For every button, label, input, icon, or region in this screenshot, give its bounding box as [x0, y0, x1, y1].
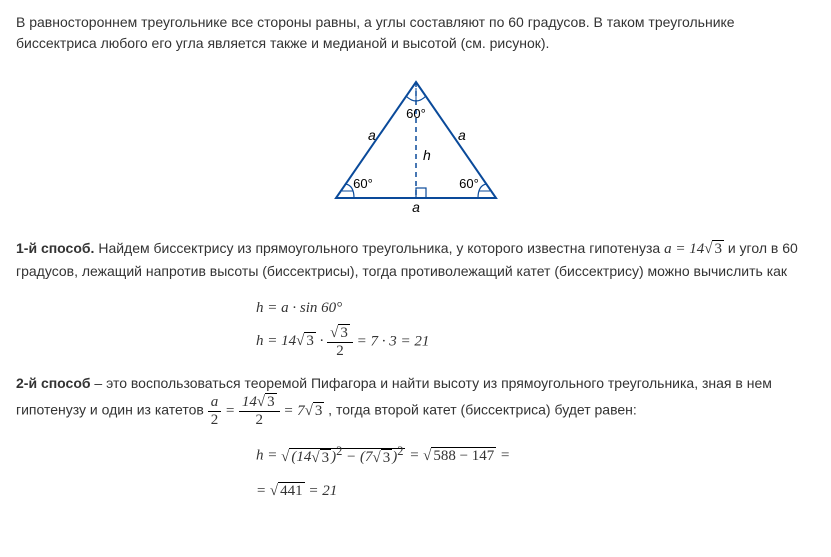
angle-br-label: 60°: [459, 176, 479, 191]
method2-text-b: , тогда второй катет (биссектриса) будет…: [328, 402, 637, 418]
eq1-line2: h = 14√3 · √32 = 7 · 3 = 21: [256, 325, 815, 359]
side-bottom-label: a: [412, 199, 420, 215]
angle-bl-label: 60°: [353, 176, 373, 191]
method1-heading: 1-й способ.: [16, 240, 94, 256]
side-right-label: a: [458, 127, 466, 143]
angle-top-label: 60°: [406, 106, 426, 121]
height-label: h: [423, 147, 431, 163]
method1-para: 1-й способ. Найдем биссектрису из прямоу…: [16, 238, 815, 282]
side-left-label: a: [368, 127, 376, 143]
triangle-diagram: 60° 60° 60° a a a h: [16, 70, 815, 218]
method2-heading: 2-й способ: [16, 375, 91, 391]
intro-paragraph: В равностороннем треугольнике все сторон…: [16, 12, 815, 54]
method2-fraction: a2 = 14√32 = 7√3: [208, 403, 328, 419]
eq1-line1: h = a · sin 60°: [256, 292, 815, 325]
method1-hypotenuse: a = 14√3: [664, 241, 724, 257]
method2-para: 2-й способ – это воспользоваться теоремо…: [16, 373, 815, 428]
eq2-line2: = √441 = 21: [256, 475, 815, 508]
method1-text-a: Найдем биссектрису из прямоугольного тре…: [94, 240, 664, 256]
equation-block-1: h = a · sin 60° h = 14√3 · √32 = 7 · 3 =…: [256, 292, 815, 359]
equation-block-2: h = √(14√3)2 − (7√3)2 = √588 − 147 = = √…: [256, 438, 815, 507]
eq2-line1: h = √(14√3)2 − (7√3)2 = √588 − 147 =: [256, 438, 815, 474]
